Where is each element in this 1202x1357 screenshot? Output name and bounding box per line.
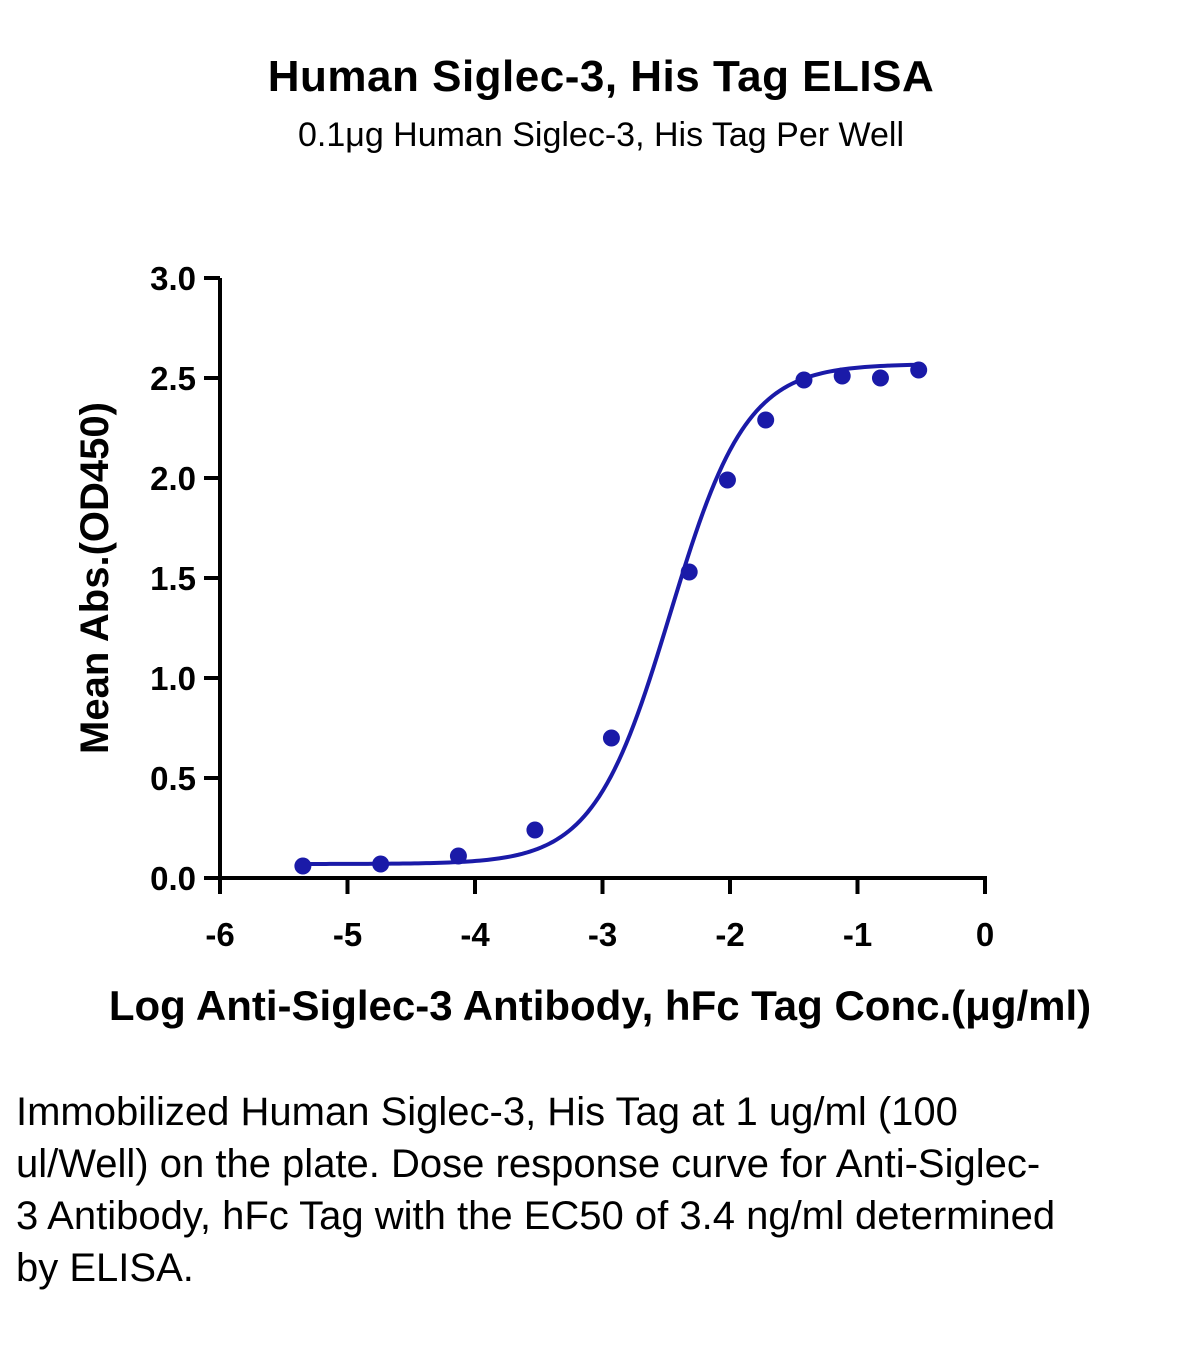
data-point	[871, 369, 889, 387]
data-point	[449, 847, 467, 865]
y-tick-label: 0.0	[150, 860, 196, 897]
x-tick-label: -5	[333, 916, 362, 953]
chart-plot: -6 -5 -4 -3 -2 -1 0 0.0 0.5 1.0 1.5 2.0 2.5 3.0 Mean …	[73, 260, 1091, 1029]
data-point	[526, 821, 544, 839]
x-tick-label: -4	[460, 916, 490, 953]
data-points	[294, 361, 928, 875]
x-tick-label: -6	[205, 916, 234, 953]
y-tick-label: 2.5	[150, 360, 196, 397]
chart-subtitle: 0.1μg Human Siglec-3, His Tag Per Well	[297, 116, 905, 154]
data-point	[680, 563, 698, 581]
figure-caption: Immobilized Human Siglec-3, His Tag at 1…	[16, 1090, 1056, 1290]
data-point	[294, 857, 312, 875]
data-point	[718, 471, 736, 489]
y-tick-label: 3.0	[150, 260, 196, 297]
y-tick-label: 1.5	[150, 560, 196, 597]
x-axis-label: Log Anti-Siglec-3 Antibody, hFc Tag Conc…	[109, 982, 1091, 1029]
y-tick-label: 2.0	[150, 460, 196, 497]
x-tick-label: -3	[588, 916, 617, 953]
fit-curve-group	[302, 362, 919, 866]
chart-title: Human Siglec-3, His Tag ELISA	[267, 52, 935, 101]
x-tick-label: 0	[976, 916, 994, 953]
fit-curve	[302, 362, 919, 866]
data-point	[602, 729, 620, 747]
data-point	[757, 411, 775, 429]
data-point	[910, 361, 928, 379]
y-axis-label: Mean Abs.(OD450)	[73, 402, 117, 754]
x-tick-label: -2	[715, 916, 744, 953]
y-tick-label: 0.5	[150, 760, 196, 797]
data-point	[372, 855, 390, 873]
x-tick-label: -1	[843, 916, 872, 953]
data-point	[795, 371, 813, 389]
y-tick-label: 1.0	[150, 660, 196, 697]
data-point	[833, 367, 851, 385]
chart-ticks: -6 -5 -4 -3 -2 -1 0 0.0 0.5 1.0 1.5 2.0 2.5 3.0	[150, 260, 994, 953]
